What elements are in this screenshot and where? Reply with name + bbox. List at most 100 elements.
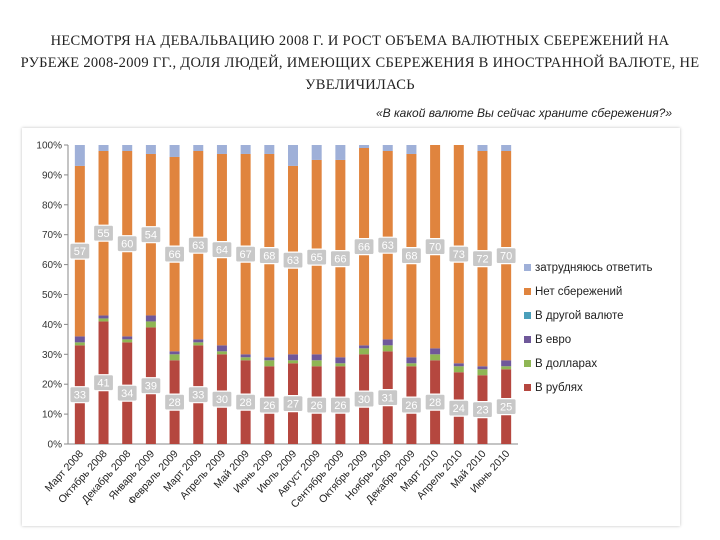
data-label: 66 xyxy=(334,254,346,266)
legend-label: В рублях xyxy=(535,382,583,394)
data-label-box xyxy=(282,251,304,269)
data-label: 30 xyxy=(358,394,370,406)
bar-segment xyxy=(406,363,417,367)
data-label: 72 xyxy=(476,254,488,266)
bar-segment xyxy=(406,357,417,364)
data-label-box xyxy=(211,241,233,259)
data-label: 65 xyxy=(311,252,323,264)
y-tick-label: 80% xyxy=(42,200,62,211)
data-label-box xyxy=(163,393,186,411)
data-label: 70 xyxy=(500,251,512,263)
bar-segment xyxy=(145,315,156,322)
y-tick-label: 0% xyxy=(48,440,63,451)
data-label: 24 xyxy=(453,403,465,415)
bar-segment xyxy=(145,145,156,154)
data-label: 60 xyxy=(121,239,133,251)
data-label-box xyxy=(282,395,304,413)
data-label: 25 xyxy=(500,402,512,414)
bar-segment xyxy=(264,360,275,367)
bar-segment xyxy=(240,145,251,154)
data-label-box xyxy=(448,399,470,417)
data-label: 33 xyxy=(192,390,204,402)
y-tick-label: 10% xyxy=(42,410,62,421)
legend-label: Нет сбережений xyxy=(535,286,622,298)
y-tick-label: 40% xyxy=(42,320,62,331)
bar-segment xyxy=(122,145,133,151)
bar-segment xyxy=(98,318,109,322)
data-label: 34 xyxy=(121,388,133,400)
legend-swatch xyxy=(524,312,531,319)
bar-segment xyxy=(288,145,298,166)
bar-segment xyxy=(216,145,227,154)
bar-segment xyxy=(240,354,251,358)
data-label: 23 xyxy=(476,405,488,417)
bar-segment xyxy=(359,345,370,349)
data-label: 54 xyxy=(145,230,157,242)
data-label-box xyxy=(424,238,446,256)
y-tick-label: 70% xyxy=(42,230,62,241)
data-label: 63 xyxy=(192,240,204,252)
data-label: 33 xyxy=(74,390,86,402)
data-label: 30 xyxy=(216,394,228,406)
data-label-box xyxy=(258,247,280,265)
data-label-box xyxy=(140,377,162,395)
y-tick-label: 60% xyxy=(42,260,62,271)
data-label-box xyxy=(69,386,91,404)
data-label: 39 xyxy=(145,381,157,393)
bar-segment xyxy=(240,357,251,361)
bar-segment xyxy=(264,145,275,154)
bar-segment xyxy=(335,145,346,160)
data-label-box xyxy=(187,236,209,254)
bar-segment xyxy=(193,145,204,151)
bar-segment xyxy=(74,342,85,346)
bar-segment xyxy=(335,363,346,367)
data-label-box xyxy=(471,250,494,268)
data-label: 73 xyxy=(453,249,465,261)
legend-label: В долларах xyxy=(535,358,597,370)
bar-segment xyxy=(98,145,109,151)
stacked-bar-chart: 0%10%20%30%40%50%60%70%80%90%100%Март 20… xyxy=(36,141,652,511)
data-label-box xyxy=(424,393,446,411)
bar-segment xyxy=(501,360,512,367)
data-label-box xyxy=(187,386,209,404)
data-label: 55 xyxy=(97,228,109,240)
data-label-box xyxy=(400,396,423,414)
data-label: 68 xyxy=(405,251,417,263)
data-label-box xyxy=(353,238,375,256)
bar-segment xyxy=(406,145,417,154)
bar-segment xyxy=(382,345,393,352)
bar-segment xyxy=(264,357,275,361)
data-label: 41 xyxy=(97,378,109,390)
bar-segment xyxy=(477,369,488,376)
bar-segment xyxy=(453,363,464,367)
data-label-box xyxy=(116,235,138,253)
data-label: 57 xyxy=(74,246,86,258)
bar-segment xyxy=(169,351,180,355)
legend-swatch xyxy=(524,264,531,271)
legend-label: В евро xyxy=(535,334,571,346)
bar-segment xyxy=(430,354,441,361)
bar-segment xyxy=(477,145,488,151)
data-label-box xyxy=(377,236,399,254)
data-label-box xyxy=(92,374,115,392)
data-label: 27 xyxy=(287,399,299,411)
data-label-box xyxy=(329,250,351,268)
data-label: 63 xyxy=(382,240,394,252)
data-label-box xyxy=(69,242,91,260)
data-label-box xyxy=(140,226,162,244)
bar-segment xyxy=(193,342,204,346)
bar-segment xyxy=(288,354,298,361)
data-label-box xyxy=(306,396,328,414)
data-label-box xyxy=(235,393,257,411)
data-label-box xyxy=(495,247,517,265)
data-label: 68 xyxy=(263,251,275,263)
bar-segment xyxy=(359,348,370,355)
data-label-box xyxy=(258,396,280,414)
data-label-box xyxy=(92,224,115,242)
data-label: 63 xyxy=(287,255,299,267)
chart-subtitle: «В какой валюте Вы сейчас храните сбереж… xyxy=(376,106,672,120)
legend-swatch xyxy=(524,384,531,391)
data-label-box xyxy=(235,245,257,263)
bar-segment xyxy=(288,360,298,364)
legend-swatch xyxy=(524,288,531,295)
